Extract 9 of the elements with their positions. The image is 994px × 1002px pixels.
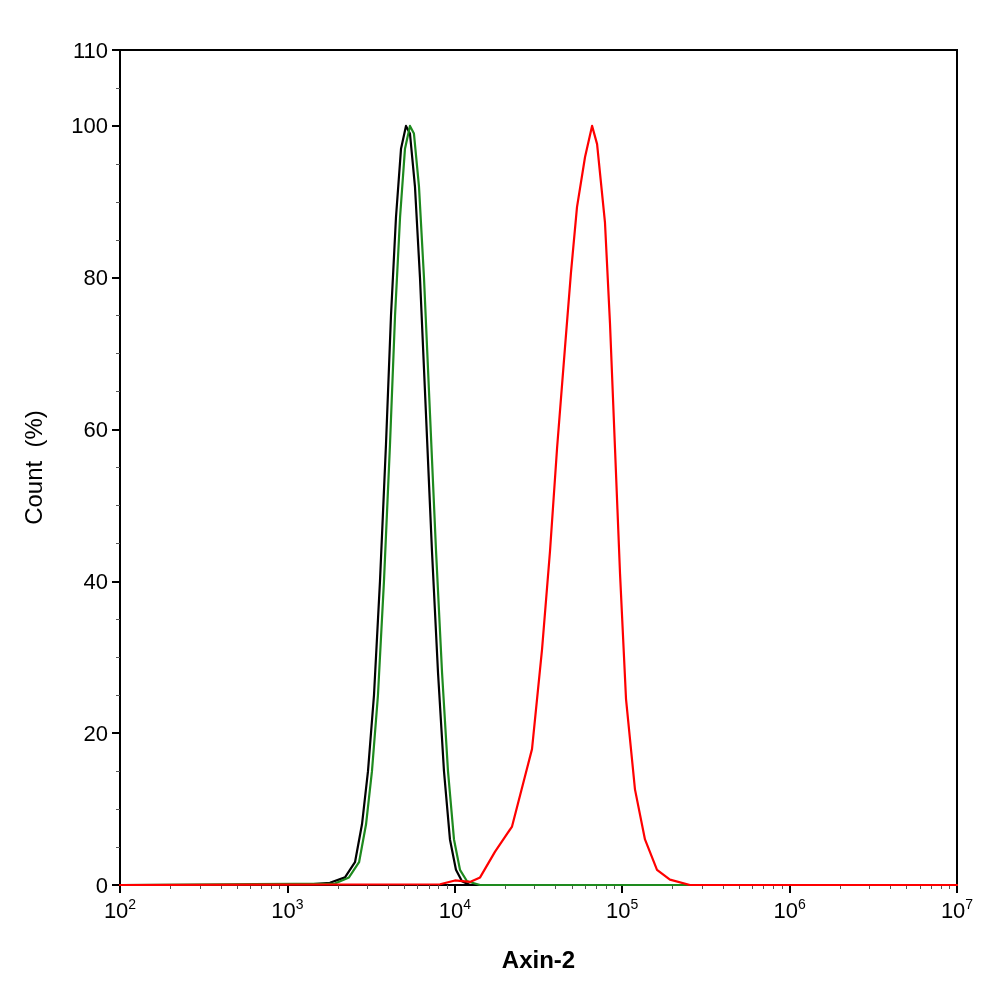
y-tick-label: 80 <box>83 265 108 291</box>
y-tick-label: 60 <box>83 417 108 443</box>
y-tick-label: 100 <box>71 113 108 139</box>
y-tick-label: 0 <box>95 872 108 898</box>
y-tick-label: 110 <box>72 37 108 63</box>
x-axis-title: Axin-2 <box>501 945 576 973</box>
y-tick-label: 20 <box>83 720 108 746</box>
y-tick-label: 40 <box>83 568 108 594</box>
y-axis-title: Count (%) <box>19 410 47 525</box>
